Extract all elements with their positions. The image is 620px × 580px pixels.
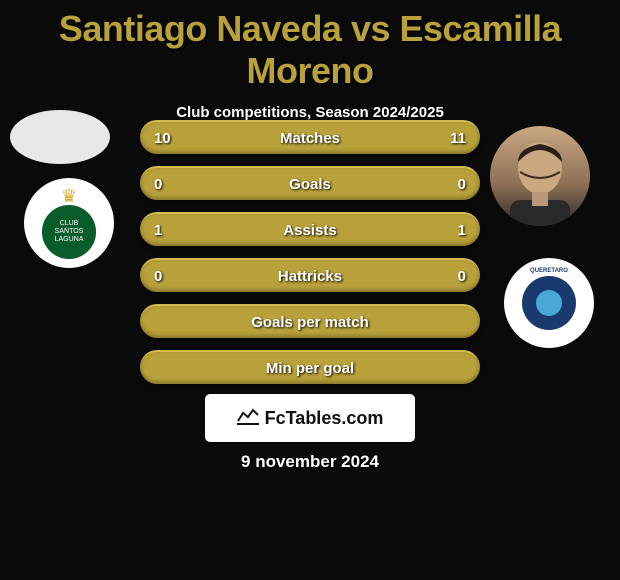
stat-bar-hattricks: 0 Hattricks 0 bbox=[140, 258, 480, 292]
stat-right-value: 0 bbox=[458, 176, 466, 193]
player-right-avatar bbox=[490, 126, 590, 226]
stat-bar-goals: 0 Goals 0 bbox=[140, 166, 480, 200]
chart-icon bbox=[237, 407, 259, 430]
stat-bar-goals-per-match: Goals per match bbox=[140, 304, 480, 338]
stat-left-value: 10 bbox=[154, 130, 171, 147]
stat-label: Hattricks bbox=[278, 268, 342, 285]
player-left-avatar bbox=[10, 110, 110, 164]
stats-bars: 10 Matches 11 0 Goals 0 1 Assists 1 0 Ha… bbox=[140, 120, 480, 396]
watermark-text: FcTables.com bbox=[265, 408, 384, 429]
club-left-badge: ♛ CLUB SANTOS LAGUNA bbox=[24, 178, 114, 268]
page-title: Santiago Naveda vs Escamilla Moreno bbox=[0, 0, 620, 92]
crown-icon: ♛ bbox=[61, 187, 77, 205]
stat-right-value: 0 bbox=[458, 268, 466, 285]
stat-left-value: 0 bbox=[154, 268, 162, 285]
stat-label: Goals bbox=[289, 176, 331, 193]
footer-date: 9 november 2024 bbox=[0, 452, 620, 472]
stat-left-value: 1 bbox=[154, 222, 162, 239]
watermark-badge: FcTables.com bbox=[205, 394, 415, 442]
stat-bar-min-per-goal: Min per goal bbox=[140, 350, 480, 384]
stat-label: Min per goal bbox=[266, 360, 354, 377]
stat-label: Goals per match bbox=[251, 314, 369, 331]
club-left-label: CLUB SANTOS LAGUNA bbox=[42, 205, 96, 259]
stat-left-value: 0 bbox=[154, 176, 162, 193]
stat-right-value: 11 bbox=[450, 130, 466, 147]
stat-bar-assists: 1 Assists 1 bbox=[140, 212, 480, 246]
stat-label: Assists bbox=[283, 222, 336, 239]
stat-bar-matches: 10 Matches 11 bbox=[140, 120, 480, 154]
club-right-badge: QUERETARO bbox=[504, 258, 594, 348]
club-right-label: QUERETARO bbox=[530, 268, 568, 274]
stat-right-value: 1 bbox=[458, 222, 466, 239]
stat-label: Matches bbox=[280, 130, 340, 147]
